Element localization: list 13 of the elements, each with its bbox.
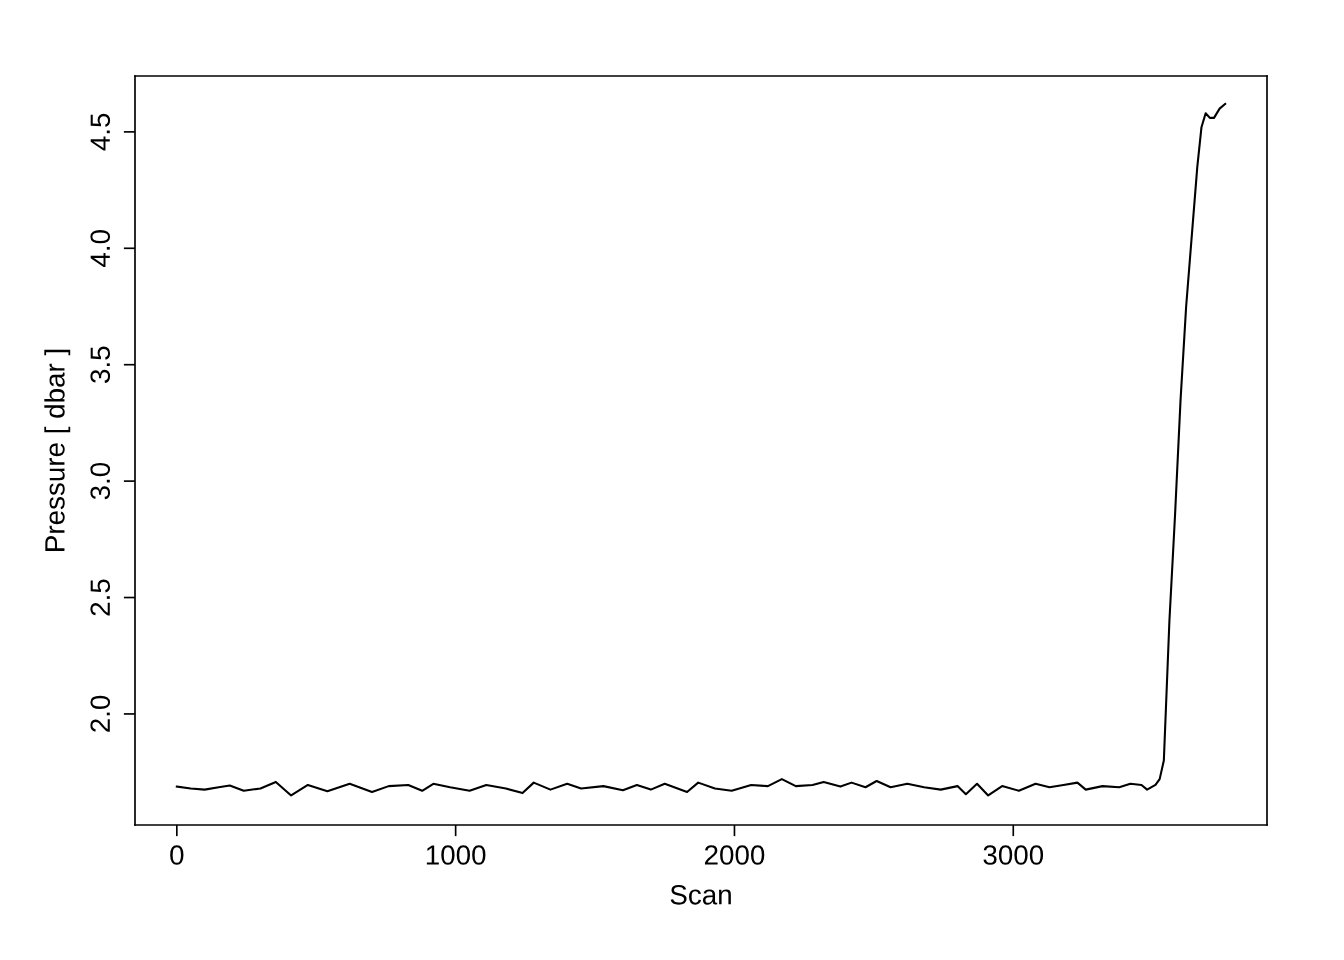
- y-tick-label: 2.0: [90, 695, 111, 732]
- x-tick-label: 2000: [704, 845, 765, 865]
- x-tick-label: 1000: [426, 845, 486, 865]
- y-tick-label: 3.5: [90, 346, 111, 383]
- y-tick-label: 2.5: [90, 579, 111, 616]
- x-tick-label: 0: [170, 845, 184, 865]
- y-axis-title: Pressure [ dbar ]: [44, 349, 71, 551]
- y-tick-label: 4.0: [90, 230, 111, 267]
- line-series: [175, 102, 1227, 797]
- x-tick-label: 3000: [983, 845, 1044, 865]
- y-tick-label: 4.5: [90, 113, 111, 151]
- x-axis-title: Scan: [670, 884, 731, 905]
- y-tick-label: 3.0: [90, 462, 111, 500]
